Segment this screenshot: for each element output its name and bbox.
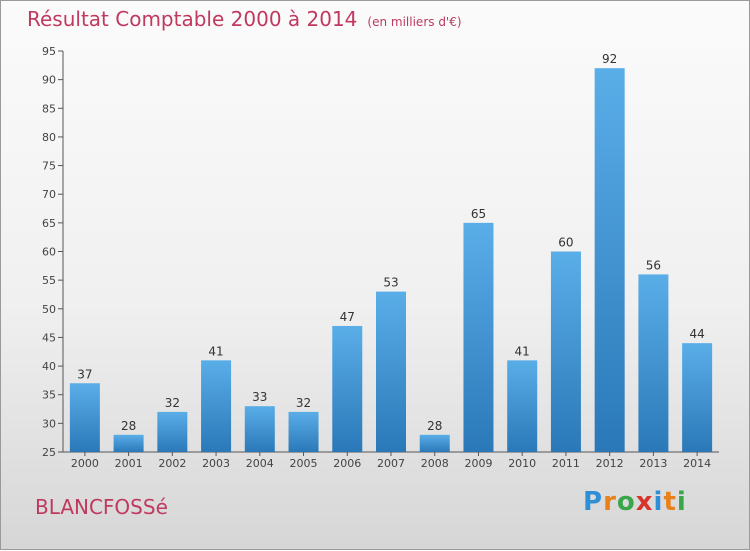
bar — [507, 360, 538, 452]
y-tick-label: 95 — [42, 45, 56, 58]
bar — [157, 411, 188, 452]
y-tick-label: 85 — [42, 102, 56, 115]
y-tick-label: 65 — [42, 217, 56, 230]
y-tick-label: 55 — [42, 274, 56, 287]
bar — [594, 68, 625, 452]
bar — [638, 274, 669, 452]
bar-value-label: 33 — [252, 390, 267, 404]
x-tick-label: 2004 — [246, 457, 274, 470]
x-tick-label: 2010 — [508, 457, 536, 470]
y-tick-label: 75 — [42, 160, 56, 173]
bar — [550, 251, 581, 452]
chart-axes: 25 30 35 40 45 50 55 60 65 70 75 80 85 90 95 2000 2001 20… — [42, 45, 719, 470]
y-tick-label: 45 — [42, 331, 56, 344]
bar-value-label: 32 — [296, 396, 311, 410]
y-tick-label: 35 — [42, 389, 56, 402]
x-tick-label: 2007 — [377, 457, 405, 470]
proxiti-logo: Proxiti — [583, 487, 687, 517]
bar-value-label: 32 — [165, 396, 180, 410]
logo-letter: P — [583, 487, 604, 517]
logo-letter: r — [603, 487, 617, 517]
x-tick-label: 2002 — [158, 457, 186, 470]
x-tick-label: 2011 — [552, 457, 580, 470]
y-tick-label: 90 — [42, 74, 56, 87]
x-tick-label: 2014 — [683, 457, 711, 470]
x-tick-label: 2005 — [290, 457, 318, 470]
y-tick-label: 60 — [42, 246, 56, 259]
unit-note: (en milliers d'€) — [367, 15, 462, 29]
x-tick-label: 2003 — [202, 457, 230, 470]
x-tick-label: 2001 — [115, 457, 143, 470]
bar — [69, 383, 100, 452]
bar — [463, 222, 494, 452]
logo-letter: i — [653, 487, 664, 517]
bar-value-label: 60 — [558, 236, 573, 250]
bar — [419, 434, 450, 452]
logo-letter: x — [635, 487, 654, 517]
x-tick-label: 2012 — [596, 457, 624, 470]
x-tick-label: 2013 — [639, 457, 667, 470]
chart-title: Résultat Comptable 2000 à 2014 — [27, 7, 358, 31]
y-tick-label: 50 — [42, 303, 56, 316]
bar-value-label: 44 — [689, 327, 704, 341]
bar — [244, 406, 275, 452]
bar-value-label: 37 — [77, 367, 92, 381]
y-tick-label: 80 — [42, 131, 56, 144]
bar-value-label: 47 — [340, 310, 355, 324]
y-tick-label: 70 — [42, 188, 56, 201]
bar — [332, 325, 363, 452]
y-tick-label: 40 — [42, 360, 56, 373]
bar — [682, 343, 713, 452]
bar-value-label: 41 — [515, 344, 530, 358]
bar-value-label: 28 — [427, 419, 442, 433]
bar — [288, 411, 319, 452]
logo-letter: i — [676, 487, 687, 517]
x-tick-label: 2006 — [333, 457, 361, 470]
bar — [113, 434, 144, 452]
chart-title-block: Résultat Comptable 2000 à 2014 (en millie… — [27, 7, 462, 31]
bar-value-label: 92 — [602, 52, 617, 66]
commune-name: BLANCFOSSé — [35, 495, 168, 519]
y-tick-label: 25 — [42, 446, 56, 459]
bar-value-label: 41 — [208, 344, 223, 358]
logo-letter: o — [616, 487, 636, 517]
x-tick-label: 2009 — [464, 457, 492, 470]
bar — [376, 291, 406, 452]
bar — [201, 360, 232, 452]
chart-bars: 37 28 32 41 33 32 47 53 28 65 41 60 92 56 44 — [69, 52, 713, 452]
bar-value-label: 53 — [383, 276, 398, 290]
y-tick-label: 30 — [42, 417, 56, 430]
bar-value-label: 56 — [646, 258, 661, 272]
x-tick-label: 2008 — [421, 457, 449, 470]
logo-letter: t — [663, 487, 677, 517]
bar-value-label: 65 — [471, 207, 486, 221]
bar-value-label: 28 — [121, 419, 136, 433]
x-tick-label: 2000 — [71, 457, 99, 470]
